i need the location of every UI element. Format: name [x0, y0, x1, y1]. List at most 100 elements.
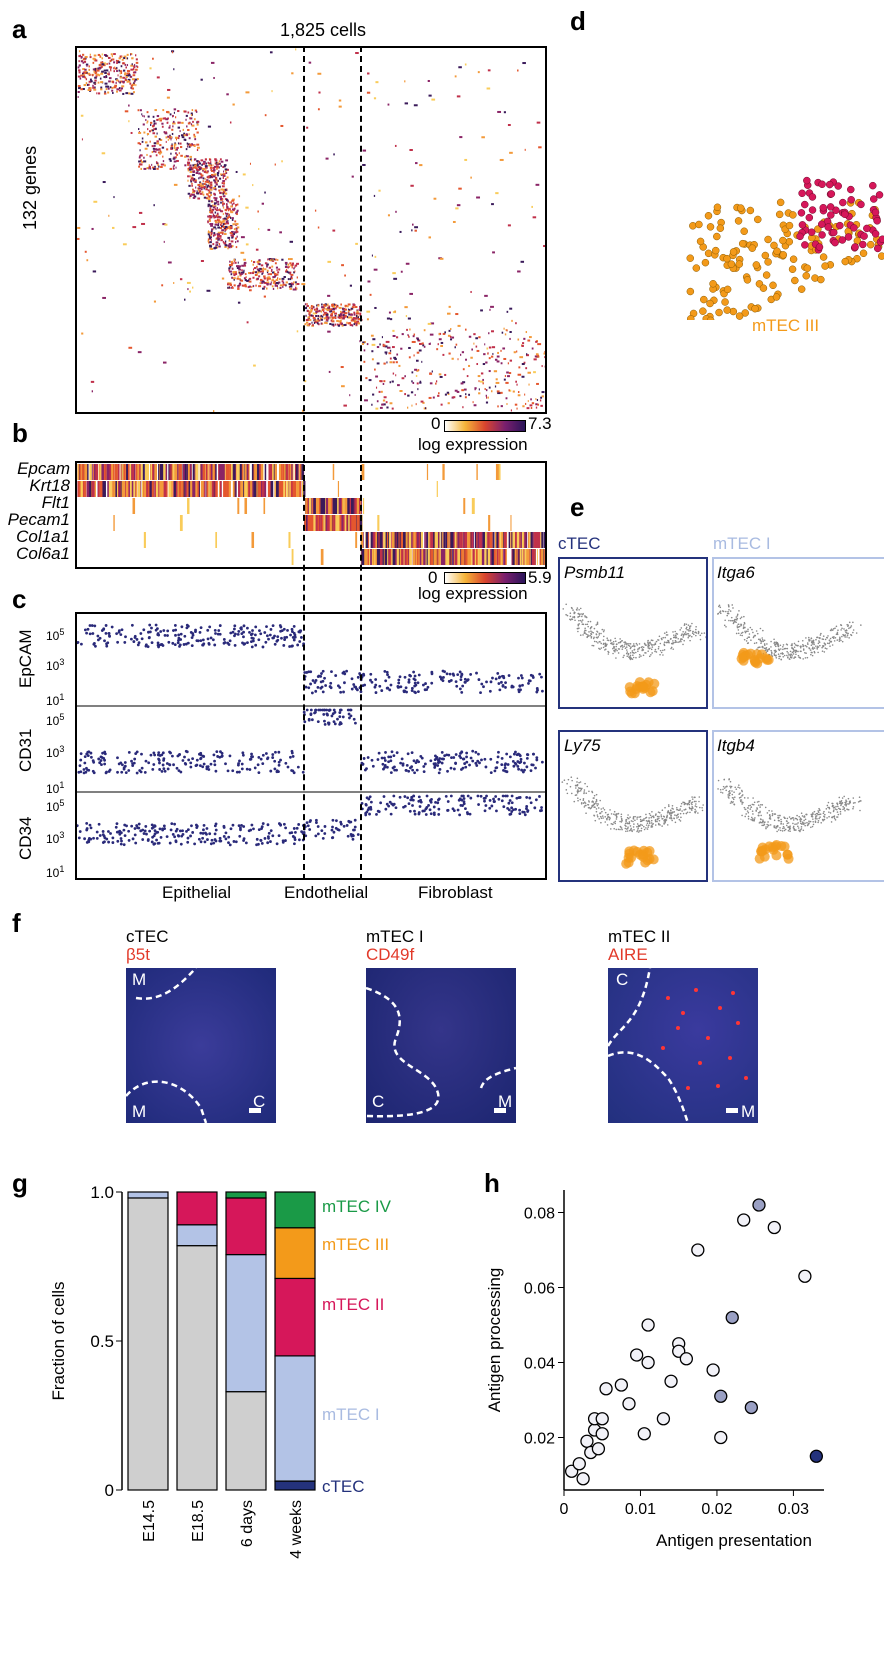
heatmap-b-cell — [375, 532, 378, 548]
facs-point — [212, 753, 216, 757]
heatmap-cell — [126, 80, 129, 83]
heatmap-cell — [113, 196, 115, 199]
heatmap-cell — [407, 317, 411, 320]
heatmap-cell — [210, 210, 214, 213]
facs-point — [463, 680, 467, 684]
facs-point — [349, 820, 353, 824]
facs-point — [445, 753, 449, 757]
heatmap-cell — [313, 322, 315, 325]
heatmap-cell — [108, 71, 110, 74]
heatmap-cell — [156, 132, 158, 135]
facs-point — [513, 761, 517, 765]
heatmap-b-cell — [500, 549, 503, 565]
heatmap-cell — [142, 123, 145, 126]
heatmap-b-cell — [214, 464, 217, 480]
heatmap-cell — [230, 210, 232, 213]
heatmap-cell — [123, 57, 126, 60]
heatmap-cell — [163, 131, 166, 134]
heatmap-cell — [395, 210, 397, 213]
heatmap-cell — [194, 165, 197, 168]
heatmap-b-cell — [539, 549, 541, 565]
heatmap-cell — [524, 148, 526, 151]
heatmap-cell — [416, 369, 419, 372]
heatmap-b-cell — [336, 515, 340, 531]
heatmap-cell — [352, 304, 356, 307]
facs-point — [174, 628, 178, 632]
heatmap-cell — [398, 364, 401, 367]
heatmap-cell — [107, 56, 111, 59]
heatmap-cell — [288, 283, 292, 286]
facs-point — [407, 678, 411, 682]
heatmap-cell — [126, 69, 130, 72]
heatmap-cell — [248, 277, 252, 280]
heatmap-cell — [229, 270, 232, 273]
facs-point — [314, 689, 318, 693]
heatmap-cell — [404, 80, 406, 83]
heatmap-cell — [248, 285, 251, 288]
heatmap-cell — [448, 329, 451, 332]
heatmap-cell — [202, 177, 205, 180]
heatmap-cell — [287, 258, 290, 261]
heatmap-cell — [167, 88, 171, 91]
facs-point — [427, 804, 430, 807]
facs-point — [87, 768, 91, 772]
heatmap-cell — [156, 118, 159, 121]
facs-point — [519, 688, 522, 692]
facs-point — [241, 753, 245, 757]
heatmap-cell — [187, 288, 189, 291]
heatmap-cell — [209, 207, 212, 210]
facs-point — [144, 759, 148, 763]
facs-point — [387, 760, 390, 764]
heatmap-cell — [266, 269, 269, 272]
heatmap-cell — [196, 131, 199, 134]
heatmap-b-cell — [112, 481, 114, 497]
heatmap-cell — [372, 393, 375, 396]
heatmap-b-cell — [351, 515, 355, 531]
heatmap-cell — [112, 226, 115, 229]
heatmap-b-cell — [484, 532, 487, 548]
heatmap-cell — [218, 233, 221, 236]
heatmap-b-cell — [79, 464, 81, 480]
heatmap-cell — [292, 288, 297, 291]
facs-point — [434, 762, 437, 766]
heatmap-cell — [479, 380, 484, 383]
heatmap-b-cell — [423, 549, 426, 565]
heatmap-cell — [341, 324, 344, 327]
facs-point — [285, 635, 289, 639]
heatmap-b-cell — [307, 498, 309, 514]
facs-point — [210, 838, 214, 842]
heatmap-b-cell — [430, 549, 434, 565]
heatmap-cell — [447, 393, 450, 396]
heatmap-b-cell — [416, 532, 418, 548]
heatmap-cell — [289, 278, 292, 281]
heatmap-cell — [147, 128, 149, 131]
heatmap-cell — [312, 312, 317, 315]
heatmap-cell — [375, 375, 379, 378]
heatmap-cell — [356, 320, 360, 323]
facs-point — [206, 628, 210, 632]
heatmap-cell — [82, 58, 86, 61]
heatmap-cell — [172, 115, 174, 118]
heatmap-cell — [367, 72, 370, 75]
facs-point — [216, 632, 220, 636]
heatmap-cell — [146, 111, 149, 114]
facs-point — [123, 761, 127, 764]
facs-point — [179, 632, 183, 636]
heatmap-cell — [146, 120, 149, 123]
facs-point — [189, 630, 193, 634]
heatmap-cell — [540, 404, 543, 407]
facs-point — [168, 763, 171, 766]
heatmap-cell — [198, 172, 201, 175]
facs-point — [233, 627, 236, 631]
heatmap-cell — [376, 400, 379, 403]
facs-point — [235, 770, 239, 774]
facs-point — [517, 676, 520, 680]
heatmap-b-cell — [102, 464, 106, 480]
facs-point — [231, 823, 235, 827]
heatmap-b-cell — [187, 464, 190, 480]
facs-point — [494, 677, 498, 681]
heatmap-b-cell — [182, 481, 184, 497]
heatmap-cell — [264, 114, 267, 117]
heatmap-cell — [213, 169, 216, 172]
heatmap-cell — [153, 144, 156, 147]
